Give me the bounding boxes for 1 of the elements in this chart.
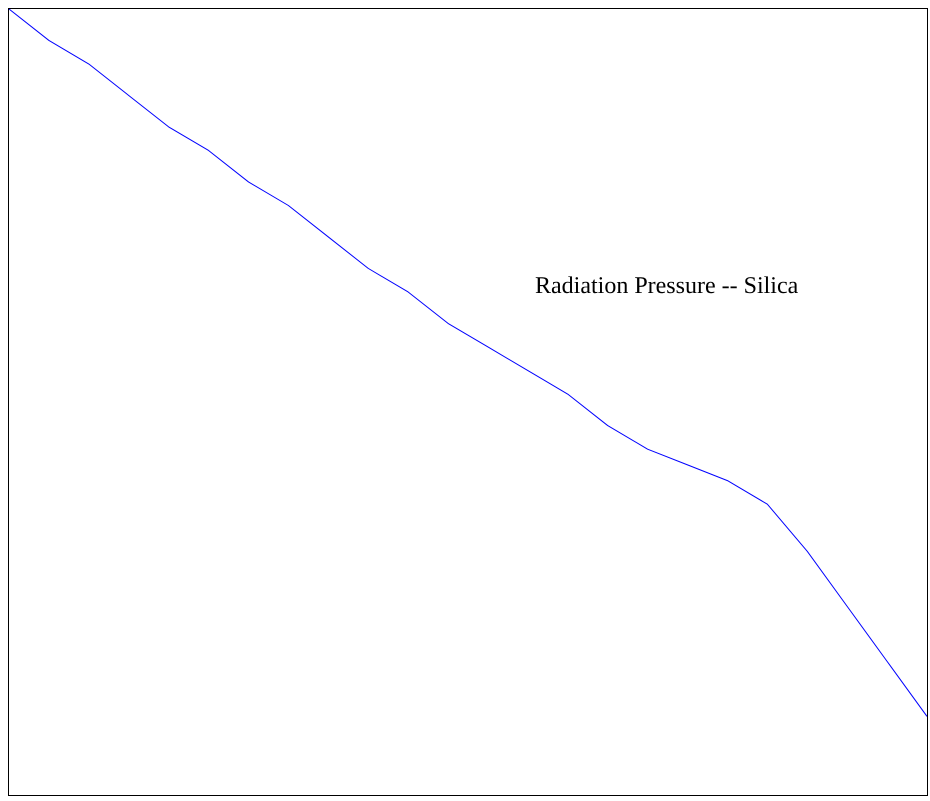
annotation: Radiation Pressure -- Silica (535, 273, 798, 300)
